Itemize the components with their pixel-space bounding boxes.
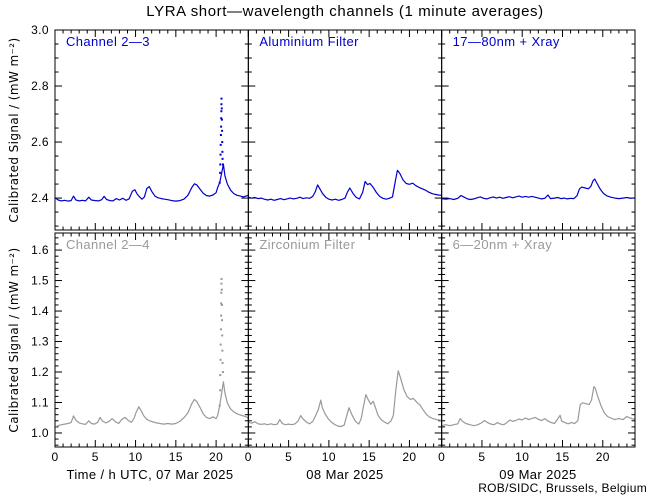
x-tick-label: 10 xyxy=(322,450,336,464)
y-tick-label: 2.4 xyxy=(31,191,49,205)
x-axis-date-2: 08 Mar 2025 xyxy=(306,467,384,482)
credit-text: ROB/SIDC, Brussels, Belgium xyxy=(478,481,647,495)
spike-dot xyxy=(219,328,222,331)
spike-dot xyxy=(220,302,223,305)
spike-dot xyxy=(220,118,223,121)
x-tick-label: 0 xyxy=(51,450,58,464)
series-line xyxy=(248,169,442,201)
spike-dot xyxy=(220,303,223,306)
x-axis-date-3: 09 Mar 2025 xyxy=(499,467,577,482)
x-tick-label: 15 xyxy=(555,450,569,464)
x-tick-label: 15 xyxy=(362,450,376,464)
spike-dot xyxy=(219,134,222,137)
panel-border xyxy=(247,232,443,448)
spike-dot xyxy=(219,143,222,146)
panel-border xyxy=(441,232,636,448)
panel-label: 6—20nm + Xray xyxy=(453,237,553,252)
y-tick-label: 1.6 xyxy=(31,243,49,257)
x-tick-label: 10 xyxy=(515,450,529,464)
y-tick-label: 1.1 xyxy=(31,395,49,409)
series-line xyxy=(441,178,636,201)
x-tick-label: 15 xyxy=(169,450,183,464)
y-tick-label: 3.0 xyxy=(31,23,49,37)
x-tick-label: 5 xyxy=(478,450,485,464)
spike-dot xyxy=(221,349,224,352)
spike-dot xyxy=(221,163,224,166)
y-axis-title-top: Calibrated Signal / (mW m⁻²) xyxy=(7,37,21,223)
spike-dot xyxy=(219,389,222,392)
spike-dot xyxy=(219,343,222,346)
x-axis-date-1: Time / h UTC, 07 Mar 2025 xyxy=(66,467,234,482)
spike-dot xyxy=(219,153,222,156)
spike-dot xyxy=(218,181,221,184)
panel-border xyxy=(441,29,636,231)
series-line xyxy=(54,381,249,428)
spike-dot xyxy=(220,125,223,128)
x-tick-label: 0 xyxy=(438,450,445,464)
y-tick-label: 2.8 xyxy=(31,79,49,93)
spike-dot xyxy=(220,110,223,113)
y-tick-label: 1.3 xyxy=(31,335,49,349)
panel-label: Zirconium Filter xyxy=(259,237,355,252)
y-tick-label: 1.5 xyxy=(31,274,49,288)
panel-label: Channel 2—3 xyxy=(66,34,150,49)
series-line xyxy=(54,163,249,202)
spike-dot xyxy=(221,319,224,322)
y-tick-label: 2.6 xyxy=(31,135,49,149)
x-tick-label: 0 xyxy=(245,450,252,464)
x-tick-label: 20 xyxy=(209,450,223,464)
y-tick-label: 1.2 xyxy=(31,365,49,379)
series-line xyxy=(248,370,442,428)
spike-dot xyxy=(220,107,223,110)
y-tick-label: 1.4 xyxy=(31,304,49,318)
chart-title: LYRA short—wavelength channels (1 minute… xyxy=(146,3,544,20)
spike-dot xyxy=(220,291,223,294)
x-tick-label: 20 xyxy=(402,450,416,464)
spike-dot xyxy=(220,288,223,291)
spike-dot xyxy=(221,129,224,132)
spike-dot xyxy=(220,117,223,120)
spike-dot xyxy=(220,314,223,317)
spike-dot xyxy=(220,278,223,281)
y-tick-label: 1.0 xyxy=(31,426,49,440)
x-tick-label: 10 xyxy=(128,450,142,464)
series-line xyxy=(441,386,636,427)
spike-dot xyxy=(220,282,223,285)
spike-dot xyxy=(221,361,224,364)
spike-dot xyxy=(219,374,222,377)
spike-dot xyxy=(219,358,222,361)
panel-border xyxy=(54,232,249,448)
panel-label: 17—80nm + Xray xyxy=(453,34,560,49)
panel-label: Channel 2—4 xyxy=(66,237,150,252)
spike-dot xyxy=(219,163,222,166)
spike-dot xyxy=(221,141,224,144)
spike-dot xyxy=(219,171,222,174)
spike-dot xyxy=(221,371,224,374)
panel-label: Aluminium Filter xyxy=(259,34,359,49)
spike-dot xyxy=(221,150,224,153)
spike-dot xyxy=(221,334,224,337)
spike-dot xyxy=(221,157,224,160)
x-tick-label: 20 xyxy=(596,450,610,464)
y-axis-title-bottom: Calibrated Signal / (mW m⁻²) xyxy=(7,247,21,433)
x-tick-label: 5 xyxy=(285,450,292,464)
x-tick-label: 5 xyxy=(92,450,99,464)
spike-dot xyxy=(220,97,223,100)
spike-dot xyxy=(218,404,221,407)
spike-dot xyxy=(220,103,223,106)
